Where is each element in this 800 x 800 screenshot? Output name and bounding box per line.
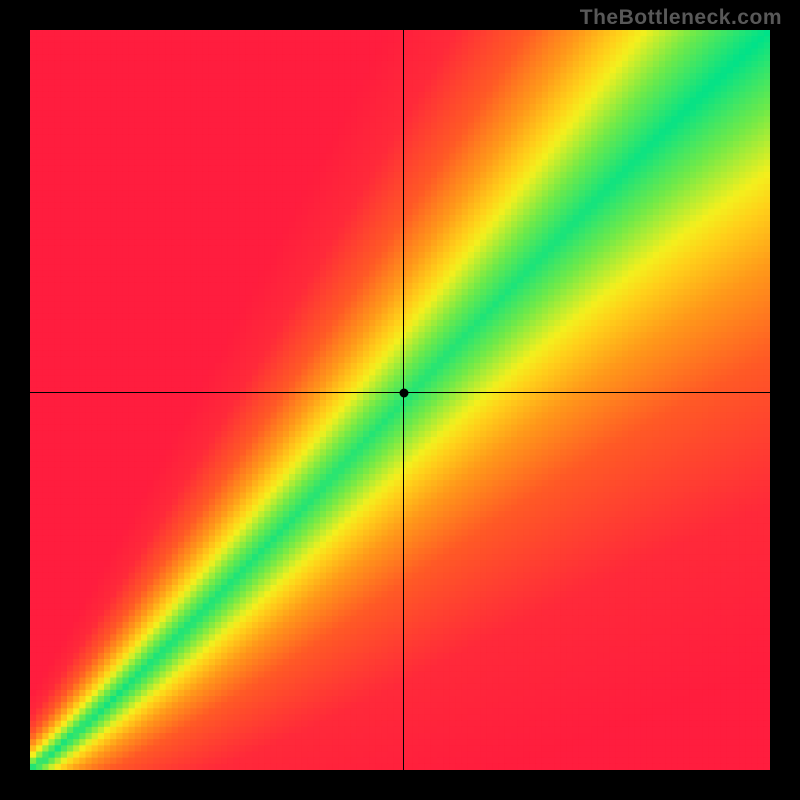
figure-container: TheBottleneck.com [0, 0, 800, 800]
heatmap-canvas [30, 30, 770, 770]
crosshair-marker [399, 388, 408, 397]
crosshair-vertical [403, 30, 404, 770]
watermark-source-label: TheBottleneck.com [580, 6, 782, 30]
plot-area [30, 30, 770, 770]
